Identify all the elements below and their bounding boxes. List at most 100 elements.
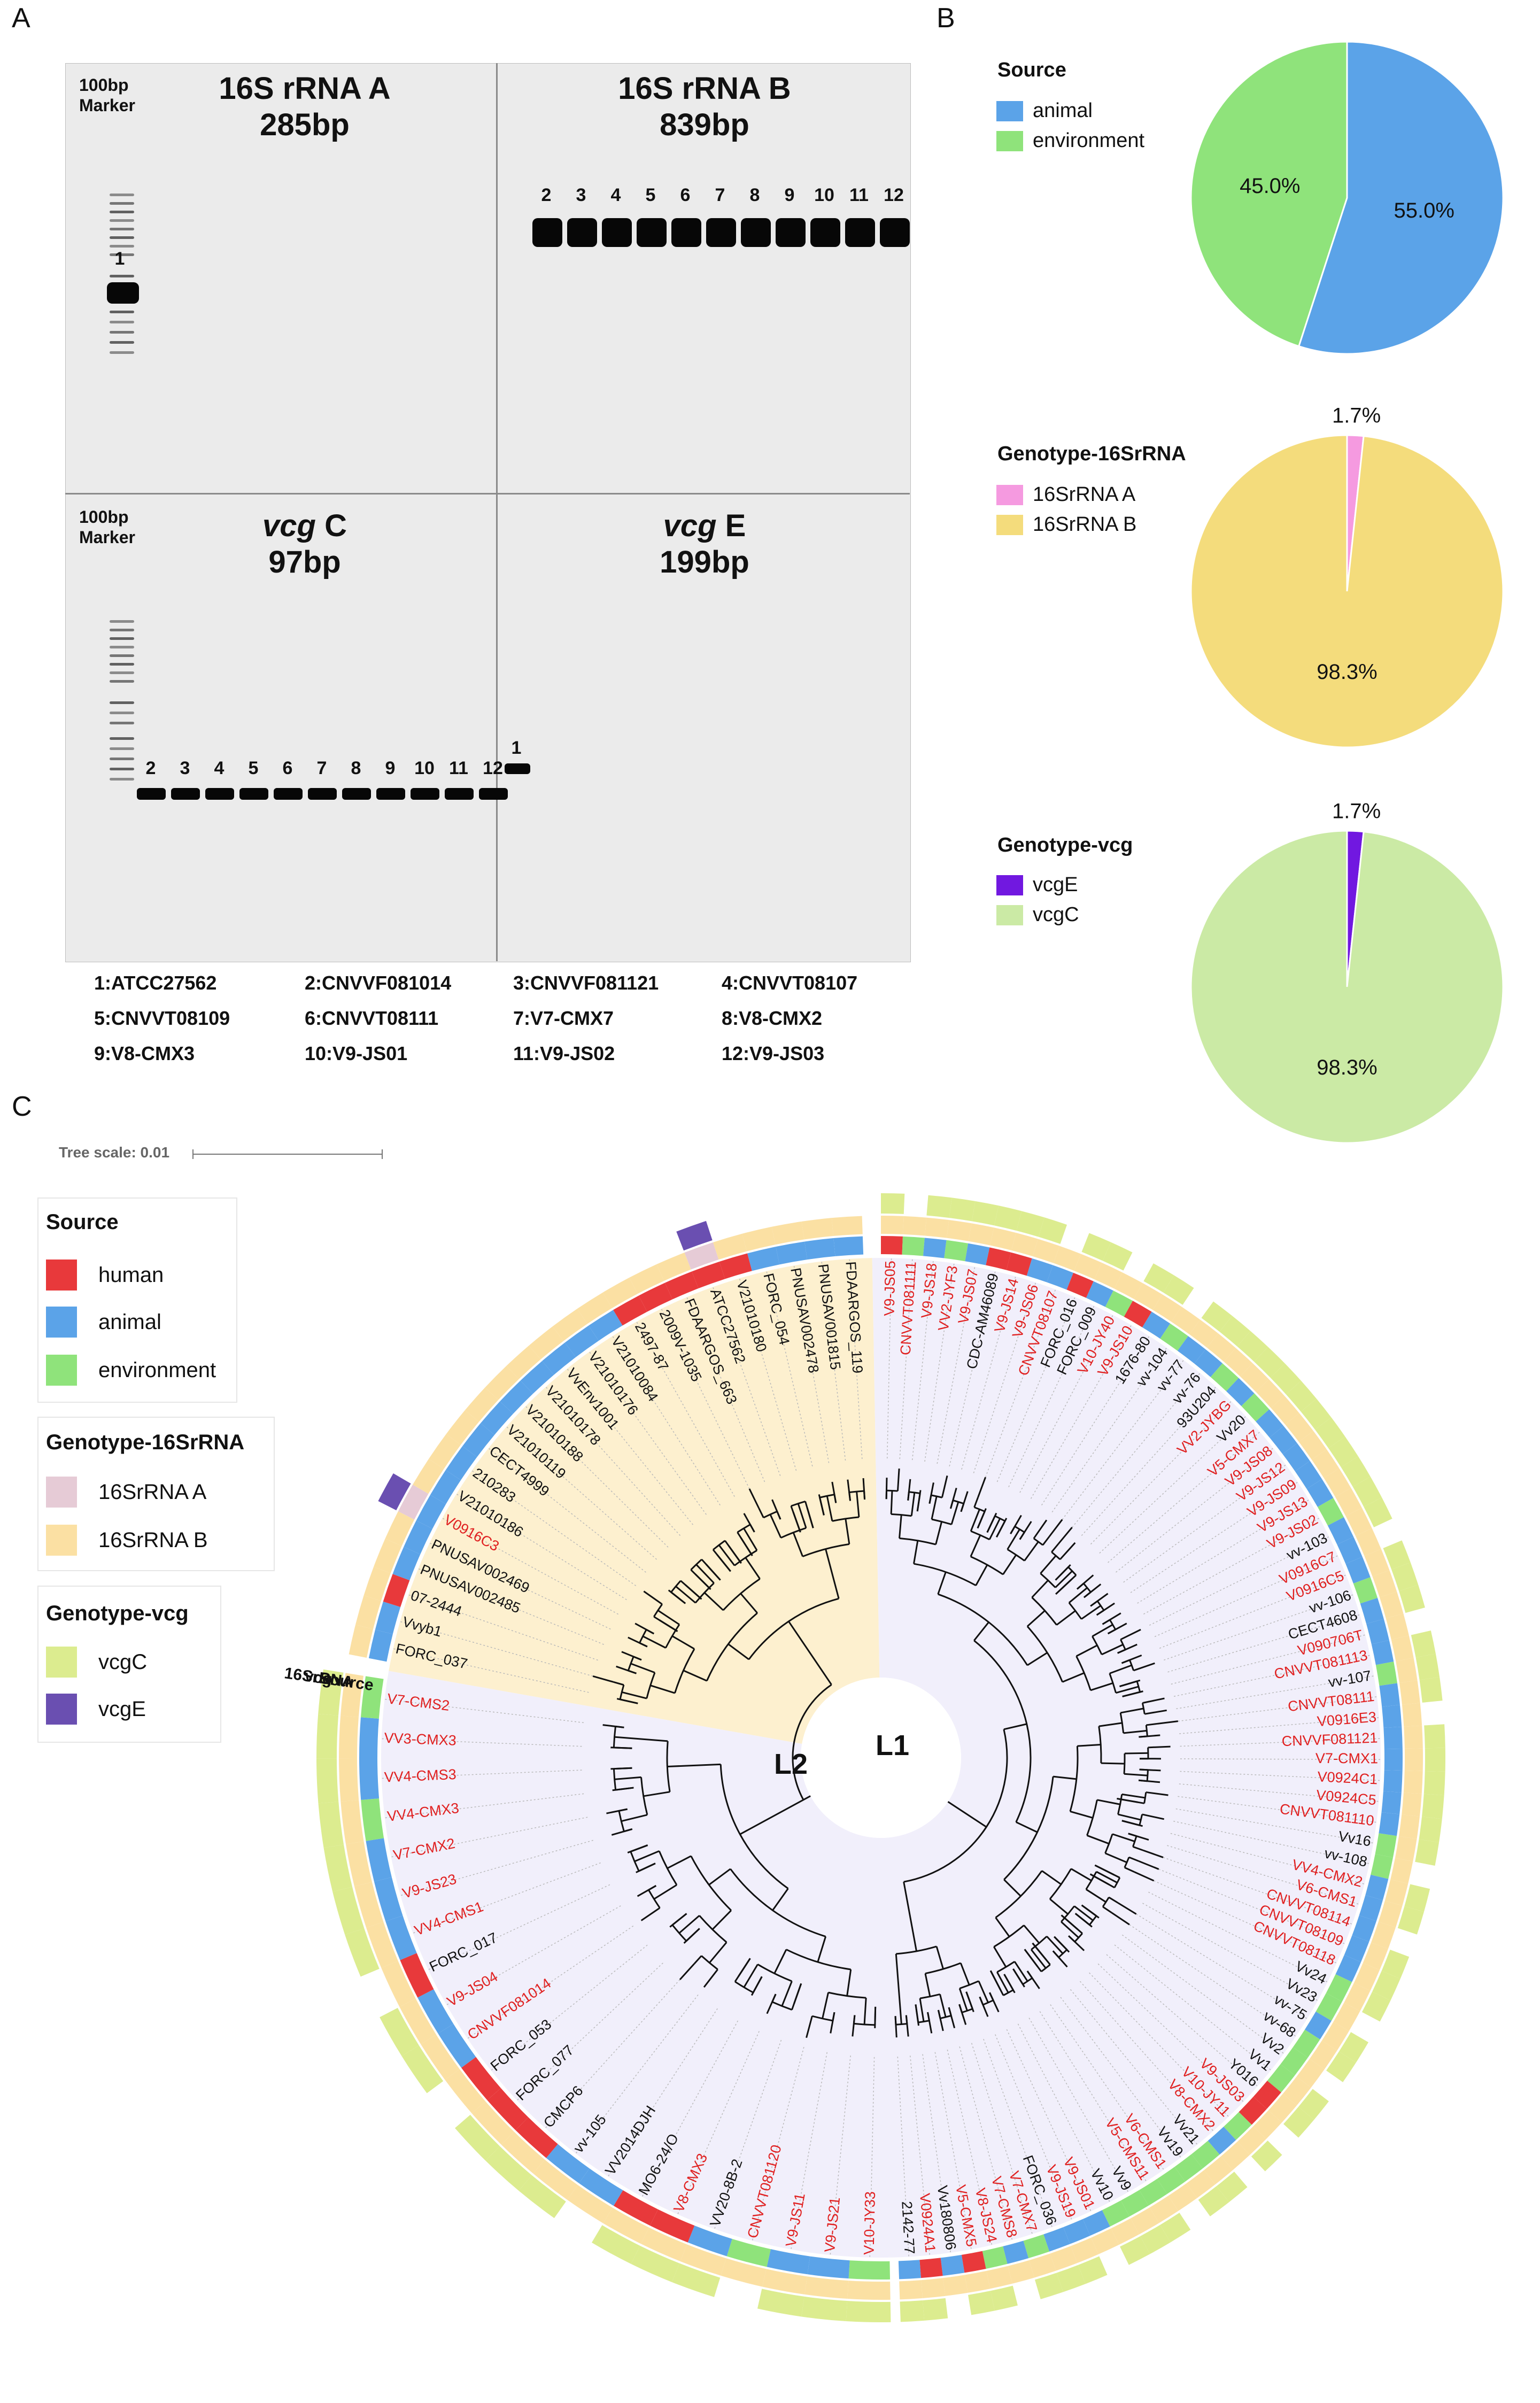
16s-ring-cell [1091, 2228, 1119, 2254]
source-ring-cell [898, 2260, 921, 2280]
tree-branch [863, 1490, 866, 1500]
16s-ring-cell [921, 2278, 946, 2299]
tree-branch [646, 1628, 654, 1635]
vcg-ring-cell [1140, 2224, 1171, 2254]
tree-branch [1101, 1762, 1125, 1765]
tree-branch [1027, 1652, 1048, 1666]
tree-branch [1121, 1820, 1140, 1826]
sample-legend-entry: 6:CNVVT08111 [305, 1007, 439, 1029]
tree-branch [709, 1942, 728, 1964]
16s-ring-cell [603, 2207, 649, 2244]
tree-branch [613, 1726, 616, 1748]
marker-label-bottom: 100bp Marker [79, 507, 135, 547]
16s-ring-cell [471, 2101, 514, 2145]
tree-branch [863, 1998, 867, 2025]
source-ring-cell [1327, 1517, 1354, 1545]
16s-ring-cell [831, 1216, 863, 1237]
lane-number: 3 [180, 758, 190, 778]
panel-label-a: A [12, 3, 30, 34]
tree-branch [804, 1501, 814, 1528]
tree-branch [1041, 1870, 1062, 1886]
16s-ring-cell [1224, 1348, 1253, 1377]
panel-label-b: B [937, 3, 955, 34]
16s-ring-cell [363, 1566, 391, 1601]
tree-branch [1031, 1580, 1049, 1598]
ladder-band [110, 758, 134, 760]
tree-branch [1003, 1723, 1027, 1730]
source-ring-cell [1066, 1272, 1094, 1298]
tree-branch [693, 1955, 702, 1965]
tree-branch [1120, 1639, 1126, 1650]
tree-branch [1068, 1935, 1075, 1943]
tree-branch [1068, 1587, 1088, 1604]
source-ring-cell [1253, 2081, 1281, 2109]
16s-ring-cell [1237, 2126, 1266, 2155]
vcg-ring-cell [1038, 1217, 1067, 1244]
tree-branch [1097, 1799, 1120, 1805]
source-ring-cell [1086, 1281, 1113, 1307]
vcg-ring-cell [1163, 1275, 1194, 1305]
tree-branch [671, 1924, 687, 1942]
source-ring-cell [719, 1253, 752, 1279]
source-ring-cell [1191, 2141, 1220, 2169]
16s-ring-cell [529, 1326, 564, 1359]
tree-branch [1048, 1519, 1063, 1537]
tree-branch [745, 1557, 761, 1580]
tree-branch [940, 2014, 951, 2019]
16s-ring-cell [1298, 1431, 1327, 1460]
tree-branch [670, 1591, 686, 1604]
tree-branch [886, 1489, 898, 1492]
16s-ring-cell [1285, 1413, 1313, 1442]
gel-band [411, 788, 439, 800]
tree-branch [806, 2016, 813, 2038]
ladder-band [110, 236, 134, 239]
ladder-band [110, 194, 134, 196]
tree-branch [1081, 1904, 1097, 1917]
tree-branch [690, 1569, 711, 1590]
vcg-ring-cell [1364, 1497, 1392, 1527]
16s-ring-cell [903, 1216, 927, 1236]
vcg-ring-cell [1391, 1562, 1419, 1591]
tree-branch [620, 1698, 638, 1704]
legend-human: human [46, 1260, 164, 1291]
leaf-label: V0924C1 [1317, 1768, 1378, 1787]
16s-ring-cell [1032, 1239, 1060, 1263]
16s-ring-cell [986, 2266, 1012, 2289]
source-ring-cell [1003, 2240, 1029, 2264]
tree-branch [973, 1497, 979, 1508]
source-ring-cell [986, 1247, 1011, 1270]
16s-ring-cell [1271, 1395, 1299, 1425]
sample-legend-entry: 12:V9-JS03 [722, 1042, 825, 1064]
tree-branch [1124, 1857, 1130, 1868]
ladder-band [110, 637, 134, 640]
tree-branch [1086, 1888, 1106, 1903]
tree-branch [996, 1972, 1009, 1994]
tree-branch [642, 1635, 667, 1649]
source-ring-cell [359, 1758, 380, 1800]
tree-branch [740, 1593, 758, 1614]
tree-branch [1134, 1871, 1155, 1882]
tree-branch [948, 2007, 952, 2016]
source-ring-cell [1224, 2112, 1252, 2141]
vcg-ring-cell [1216, 2172, 1248, 2203]
tree-branch [1068, 1602, 1082, 1620]
tree-center [801, 1678, 961, 1838]
vcg-ring-cell [401, 2045, 444, 2093]
ladder-band [110, 722, 134, 724]
tree-branch [1012, 1968, 1024, 1985]
tree-branch [1143, 1813, 1165, 1820]
tree-branch [1107, 1628, 1116, 1635]
16s-ring-cell [1399, 1680, 1420, 1705]
tree-branch [1098, 1722, 1123, 1727]
source-ring-cell [1315, 1993, 1342, 2021]
16s-ring-cell [1268, 2093, 1297, 2123]
vcg-ring-cell [1283, 2106, 1314, 2138]
tree-branch [995, 1870, 1043, 1919]
tree-branch [1139, 1860, 1159, 1870]
tree-branch [776, 1511, 781, 1520]
16s-ring-cell [1189, 1319, 1219, 1348]
tree-branch [657, 1610, 680, 1626]
source-ring-cell [776, 1241, 808, 1265]
tree-branch [919, 1998, 925, 2022]
tree-branch [1120, 1707, 1144, 1714]
